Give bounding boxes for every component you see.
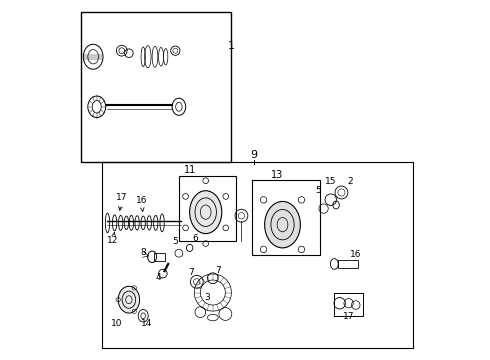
Ellipse shape: [118, 286, 140, 313]
Text: 4: 4: [156, 273, 161, 282]
Bar: [179, 176, 236, 241]
Text: 5: 5: [172, 237, 178, 246]
Ellipse shape: [190, 191, 222, 234]
Bar: [252, 180, 320, 255]
Ellipse shape: [265, 202, 300, 248]
Text: 11: 11: [184, 165, 196, 175]
Text: 12: 12: [107, 233, 119, 244]
Text: 3: 3: [205, 293, 210, 302]
Bar: [154, 252, 165, 261]
Text: 14: 14: [141, 319, 152, 328]
Text: 1: 1: [228, 41, 235, 51]
Text: 6: 6: [192, 234, 198, 243]
Text: 16: 16: [136, 196, 147, 211]
Text: 17: 17: [343, 312, 354, 321]
Text: 13: 13: [271, 170, 283, 180]
Text: 10: 10: [111, 319, 122, 328]
Text: 5: 5: [316, 185, 321, 194]
Text: 2: 2: [347, 176, 353, 185]
Bar: [338, 260, 358, 267]
Bar: [81, 12, 231, 162]
Text: 7: 7: [215, 266, 221, 275]
Text: 17: 17: [116, 193, 127, 210]
Bar: [102, 162, 413, 348]
Text: 16: 16: [350, 250, 362, 259]
Bar: [334, 293, 363, 316]
Text: 9: 9: [250, 150, 257, 160]
Text: 7: 7: [188, 268, 194, 277]
Text: 8: 8: [140, 248, 146, 257]
Text: 15: 15: [325, 176, 337, 185]
